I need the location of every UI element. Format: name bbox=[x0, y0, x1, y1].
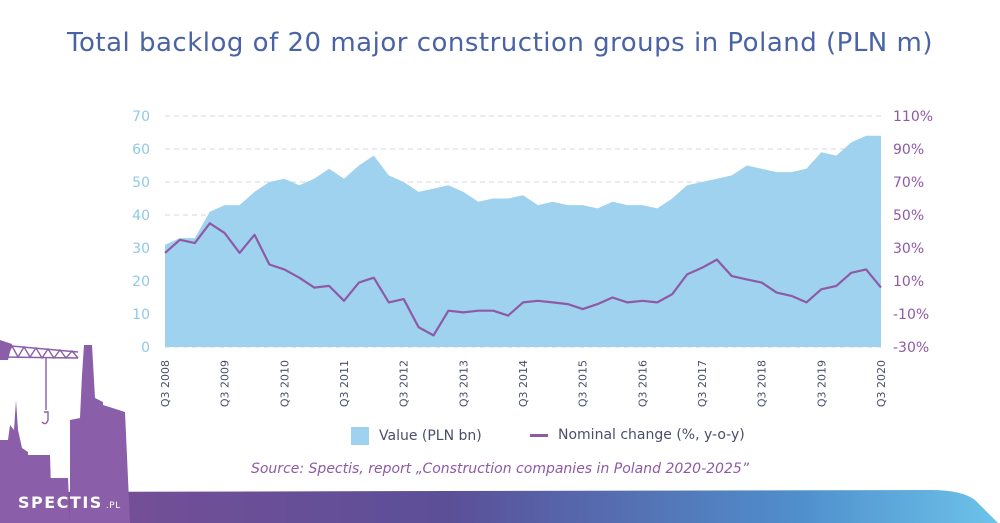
y2-tick-label: 70% bbox=[893, 175, 924, 191]
x-axis-ticks: Q3 2008 Q3 2009 Q3 2010 Q3 2011 Q3 2012 Q3 20… bbox=[159, 360, 888, 407]
brand-suffix: .PL bbox=[105, 501, 121, 511]
y-tick-label: 0 bbox=[141, 340, 150, 356]
x-tick-label: Q3 2013 bbox=[457, 360, 470, 407]
y-tick-label: 40 bbox=[132, 208, 150, 224]
x-tick-label: Q3 2008 bbox=[159, 360, 172, 407]
x-tick-label: Q3 2015 bbox=[577, 360, 590, 407]
legend-change-swatch bbox=[530, 433, 548, 437]
nominal-change-line-series bbox=[164, 222, 882, 337]
legend-value-label: Value (PLN bn) bbox=[379, 428, 482, 444]
source-note: Source: Spectis, report „Construction co… bbox=[250, 461, 750, 477]
legend-change-label: Nominal change (%, y-o-y) bbox=[558, 427, 745, 443]
x-tick-label: Q3 2014 bbox=[517, 360, 530, 407]
x-tick-label: Q3 2010 bbox=[278, 360, 291, 407]
chart-title: Total backlog of 20 major construction g… bbox=[67, 28, 933, 58]
y2-tick-label: 10% bbox=[893, 274, 924, 290]
left-axis-ticks: 0 10 20 30 40 50 60 70 bbox=[132, 109, 150, 356]
right-axis-ticks: -30% -10% 10% 30% 50% 70% 90% 110% bbox=[893, 109, 933, 356]
x-tick-label: Q3 2009 bbox=[219, 360, 232, 407]
x-tick-label: Q3 2016 bbox=[636, 360, 649, 407]
x-tick-label: Q3 2018 bbox=[756, 360, 769, 407]
y-tick-label: 70 bbox=[132, 109, 150, 125]
y2-tick-label: 50% bbox=[893, 208, 924, 224]
x-tick-label: Q3 2011 bbox=[338, 360, 351, 407]
x-tick-label: Q3 2019 bbox=[815, 360, 828, 407]
legend-value: Value (PLN bn) bbox=[351, 427, 482, 445]
y-tick-label: 10 bbox=[132, 307, 150, 323]
footer-banner bbox=[0, 490, 998, 523]
brand-name: SPECTIS bbox=[18, 493, 103, 512]
brand-logo: SPECTIS .PL bbox=[18, 493, 121, 512]
y2-tick-label: -30% bbox=[893, 340, 929, 356]
x-tick-label: Q3 2017 bbox=[696, 360, 709, 407]
y2-tick-label: -10% bbox=[893, 307, 929, 323]
y-tick-label: 20 bbox=[132, 274, 150, 290]
y2-tick-label: 90% bbox=[893, 142, 924, 158]
legend-change: Nominal change (%, y-o-y) bbox=[530, 427, 745, 443]
x-tick-label: Q3 2012 bbox=[398, 360, 411, 407]
y2-tick-label: 30% bbox=[893, 241, 924, 257]
x-tick-label: Q3 2020 bbox=[875, 360, 888, 407]
legend-value-swatch bbox=[351, 427, 369, 445]
y-tick-label: 50 bbox=[132, 175, 150, 191]
value-area-series bbox=[165, 135, 881, 347]
y2-tick-label: 110% bbox=[893, 109, 933, 125]
y-tick-label: 30 bbox=[132, 241, 150, 257]
nominal-change-line bbox=[164, 222, 882, 337]
value-area bbox=[165, 135, 881, 347]
crane-skyline-illustration bbox=[0, 340, 130, 523]
y-tick-label: 60 bbox=[132, 142, 150, 158]
